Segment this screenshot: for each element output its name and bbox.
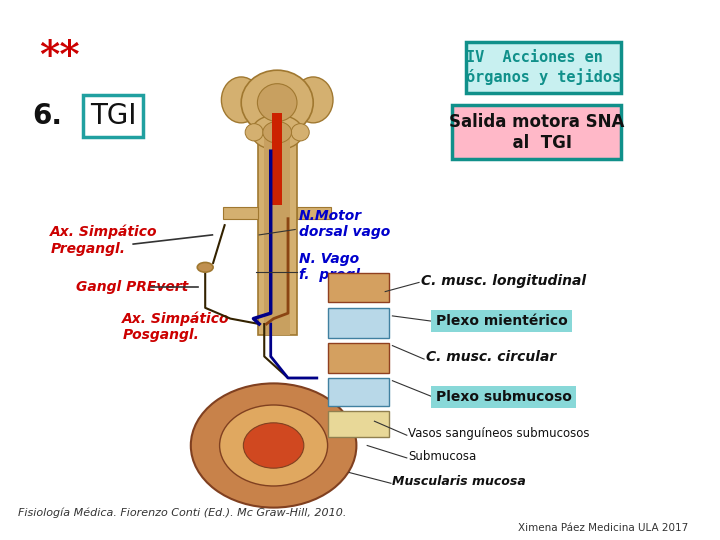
FancyBboxPatch shape xyxy=(328,411,389,437)
Ellipse shape xyxy=(294,77,333,123)
FancyBboxPatch shape xyxy=(467,42,621,93)
Ellipse shape xyxy=(258,84,297,122)
Text: C. musc. longitudinal: C. musc. longitudinal xyxy=(421,274,586,288)
Ellipse shape xyxy=(197,262,213,272)
Text: Plexo mientérico: Plexo mientérico xyxy=(436,314,567,328)
FancyBboxPatch shape xyxy=(328,378,389,406)
FancyBboxPatch shape xyxy=(328,308,389,338)
Text: Ax. Simpático
Posgangl.: Ax. Simpático Posgangl. xyxy=(122,312,230,342)
Text: Plexo submucoso: Plexo submucoso xyxy=(436,390,572,404)
Text: N.Motor
dorsal vago: N.Motor dorsal vago xyxy=(299,209,390,239)
Text: Ax. Simpático
Pregangl.: Ax. Simpático Pregangl. xyxy=(50,225,158,255)
Ellipse shape xyxy=(222,77,261,123)
Text: Salida motora SNA
  al  TGI: Salida motora SNA al TGI xyxy=(449,113,624,152)
Ellipse shape xyxy=(263,122,292,143)
Circle shape xyxy=(243,423,304,468)
Ellipse shape xyxy=(251,115,303,150)
Circle shape xyxy=(220,405,328,486)
Bar xyxy=(223,207,258,219)
FancyBboxPatch shape xyxy=(328,343,389,373)
Ellipse shape xyxy=(245,124,264,141)
Text: Vasos sanguíneos submucosos: Vasos sanguíneos submucosos xyxy=(408,427,590,440)
Bar xyxy=(264,130,290,335)
Text: Ximena Páez Medicina ULA 2017: Ximena Páez Medicina ULA 2017 xyxy=(518,523,688,533)
Text: Gangl PREvert: Gangl PREvert xyxy=(76,280,188,294)
Text: 6.: 6. xyxy=(32,102,63,130)
Bar xyxy=(258,130,297,335)
FancyBboxPatch shape xyxy=(328,273,389,302)
Bar xyxy=(272,113,282,205)
Text: Muscularis mucosa: Muscularis mucosa xyxy=(392,475,526,488)
Text: IV  Acciones en
órganos y tejidos: IV Acciones en órganos y tejidos xyxy=(466,50,621,85)
Circle shape xyxy=(191,383,356,508)
FancyBboxPatch shape xyxy=(452,105,621,159)
Text: Submucosa: Submucosa xyxy=(408,450,477,463)
Ellipse shape xyxy=(241,70,313,135)
Bar xyxy=(297,207,331,219)
Text: C. musc. circular: C. musc. circular xyxy=(426,350,557,365)
Text: Fisiología Médica. Fiorenzo Conti (Ed.). Mc Graw-Hill, 2010.: Fisiología Médica. Fiorenzo Conti (Ed.).… xyxy=(18,508,346,518)
Text: **: ** xyxy=(40,38,81,76)
Text: TGI: TGI xyxy=(90,102,137,130)
Ellipse shape xyxy=(291,124,310,141)
Text: N. Vago
f.  pregl: N. Vago f. pregl xyxy=(299,252,360,282)
